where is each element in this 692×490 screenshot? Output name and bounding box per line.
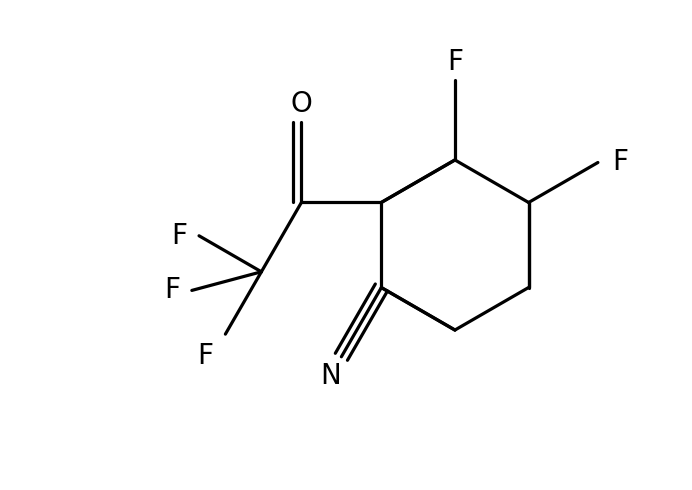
Text: F: F (612, 148, 628, 176)
Text: F: F (171, 222, 187, 250)
Text: F: F (164, 276, 180, 304)
Text: F: F (447, 48, 463, 76)
Text: O: O (291, 91, 312, 119)
Text: F: F (197, 342, 213, 370)
Text: N: N (320, 362, 340, 390)
